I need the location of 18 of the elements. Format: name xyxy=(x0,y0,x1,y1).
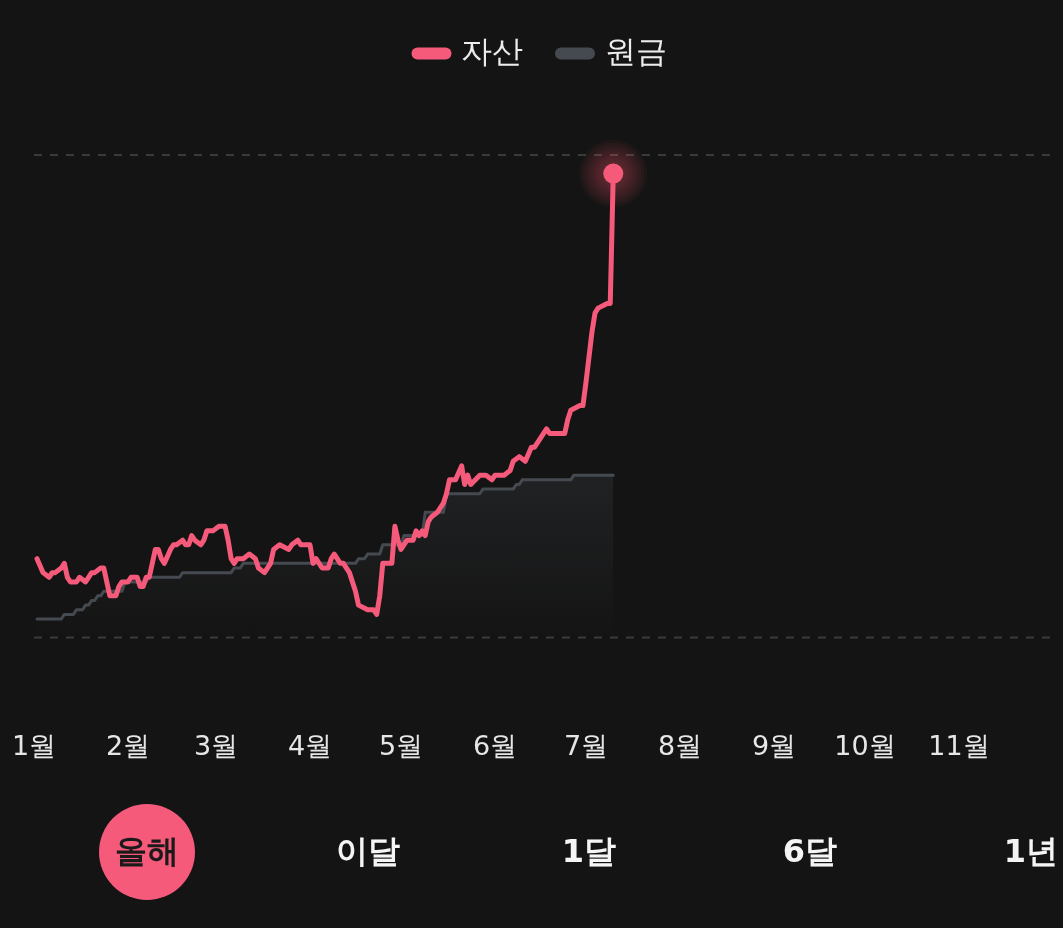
x-tick-label: 3월 xyxy=(193,729,239,761)
x-tick-label: 11월 xyxy=(928,729,990,761)
selected-range-button: 올해 xyxy=(99,804,195,900)
x-tick-label: 7월 xyxy=(563,729,609,761)
range-label: 6달 xyxy=(782,831,838,872)
x-tick-label: 4월 xyxy=(287,729,333,761)
x-tick-label: 8월 xyxy=(657,729,703,761)
x-tick-label: 1월 xyxy=(11,729,57,761)
range-label: 이달 xyxy=(336,831,400,872)
range-label: 1달 xyxy=(561,831,617,872)
legend-label: 원금 xyxy=(604,32,667,69)
x-tick-label: 6월 xyxy=(472,729,518,761)
x-tick-label: 5월 xyxy=(378,729,424,761)
x-tick-label: 10월 xyxy=(834,729,896,761)
x-tick-label: 2월 xyxy=(105,729,151,761)
x-tick-label: 9월 xyxy=(751,729,797,761)
range-label: 1년 xyxy=(1003,831,1059,872)
legend-label: 자산 xyxy=(461,32,523,69)
